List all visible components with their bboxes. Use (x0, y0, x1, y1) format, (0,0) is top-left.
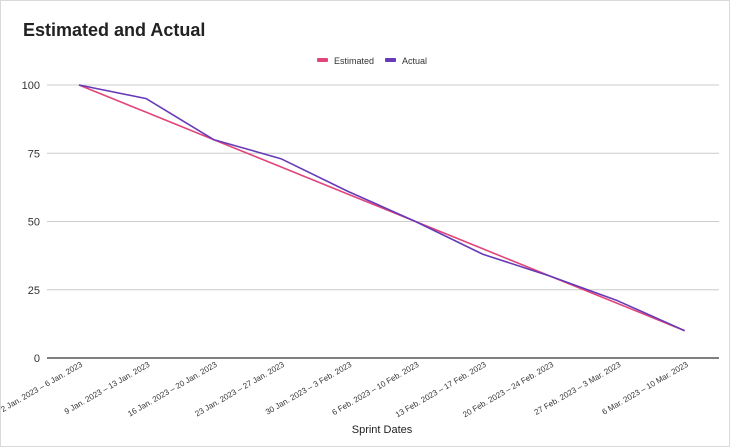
legend-swatch (385, 58, 396, 62)
y-tick-label: 50 (28, 217, 40, 229)
y-tick-label: 100 (22, 80, 40, 92)
legend-swatch (317, 58, 328, 62)
x-axis-label: Sprint Dates (352, 424, 413, 436)
y-tick-label: 75 (28, 148, 40, 160)
series-line-estimated (78, 84, 686, 332)
y-tick-label: 0 (34, 353, 40, 365)
y-tick-label: 25 (28, 285, 40, 297)
legend-label: Estimated (334, 56, 374, 66)
series-line-actual (78, 84, 686, 332)
legend-label: Actual (402, 56, 427, 66)
chart-title: Estimated and Actual (23, 20, 206, 40)
